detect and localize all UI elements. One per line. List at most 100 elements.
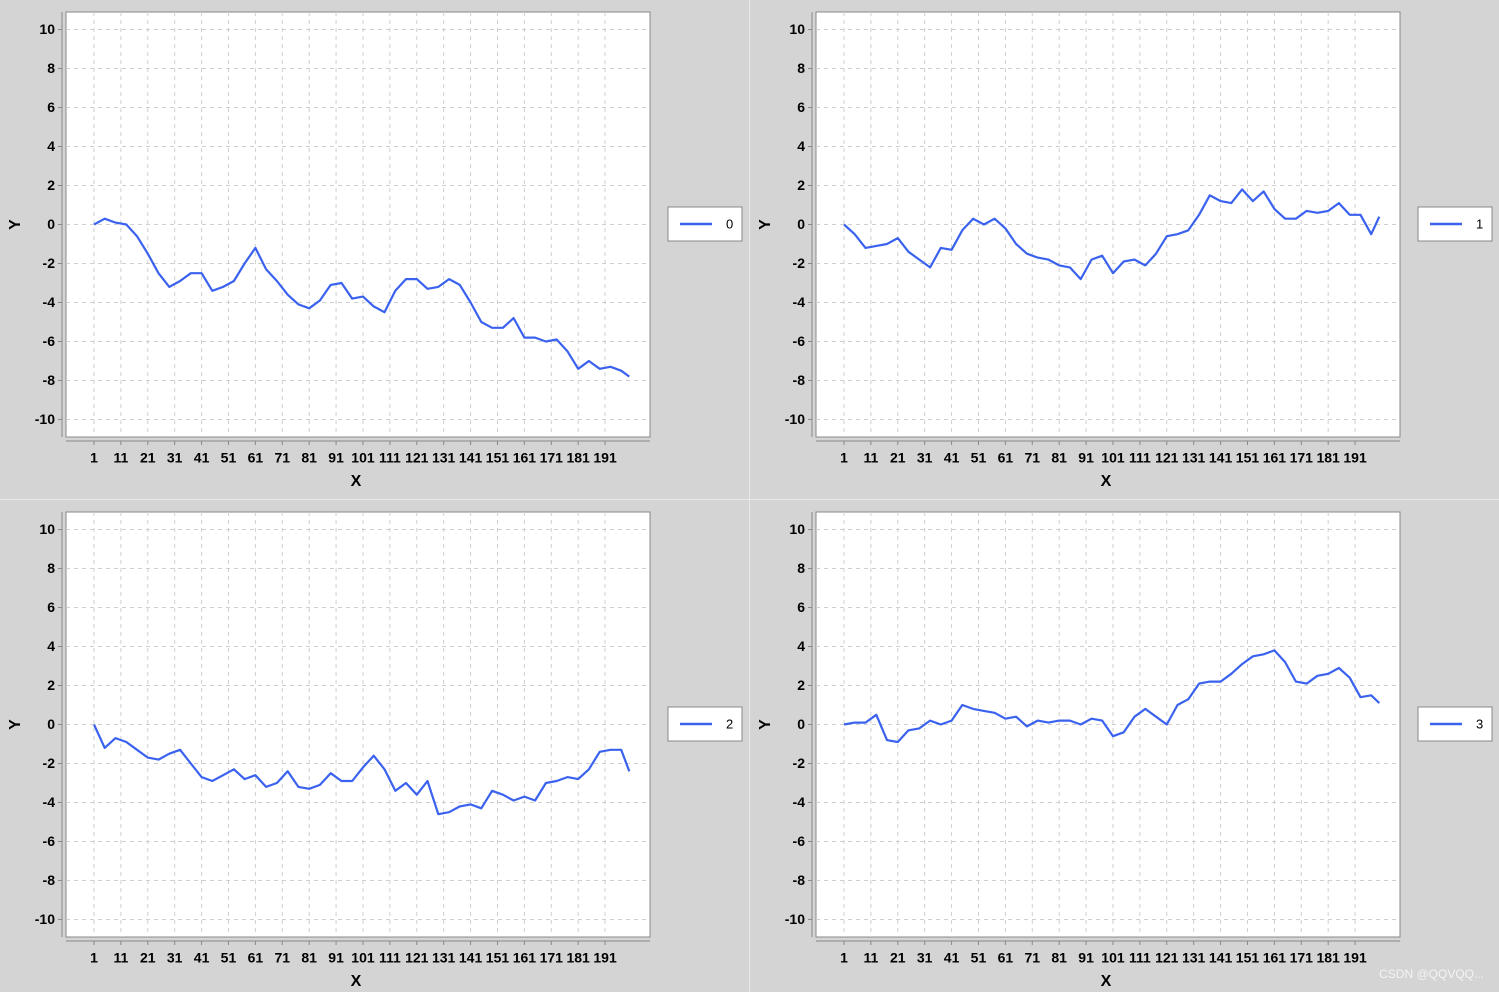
x-tick-label: 81 xyxy=(301,450,317,466)
x-tick-label: 81 xyxy=(1051,450,1067,466)
x-tick-label: 111 xyxy=(1129,950,1151,966)
y-tick-label: -4 xyxy=(793,794,806,810)
x-tick-label: 191 xyxy=(1343,950,1367,966)
x-tick-label: 171 xyxy=(1290,950,1314,966)
x-tick-label: 1 xyxy=(840,450,848,466)
y-tick-label: 10 xyxy=(39,521,55,537)
y-tick-label: -4 xyxy=(793,294,806,310)
x-tick-label: 141 xyxy=(1209,450,1233,466)
x-tick-label: 91 xyxy=(328,450,344,466)
y-tick-label: 4 xyxy=(47,638,55,654)
y-tick-label: 6 xyxy=(47,599,55,615)
x-tick-label: 31 xyxy=(917,450,933,466)
x-tick-label: 91 xyxy=(1078,450,1094,466)
y-tick-label: 8 xyxy=(797,560,805,576)
x-tick-label: 161 xyxy=(1263,950,1287,966)
x-tick-label: 31 xyxy=(167,950,183,966)
x-tick-label: 141 xyxy=(459,450,483,466)
y-tick-label: -6 xyxy=(43,333,56,349)
y-tick-label: 10 xyxy=(789,521,805,537)
y-tick-label: -8 xyxy=(43,872,56,888)
x-tick-label: 81 xyxy=(1051,950,1067,966)
y-axis-label: Y xyxy=(757,219,774,230)
x-tick-label: 121 xyxy=(1155,950,1179,966)
x-tick-label: 11 xyxy=(863,450,878,466)
x-tick-label: 11 xyxy=(113,950,128,966)
x-tick-label: 31 xyxy=(917,950,933,966)
y-tick-label: 8 xyxy=(797,60,805,76)
x-tick-label: 101 xyxy=(351,450,375,466)
y-tick-label: -2 xyxy=(793,755,806,771)
x-tick-label: 21 xyxy=(890,450,906,466)
x-tick-label: 1 xyxy=(90,450,98,466)
x-tick-label: 161 xyxy=(1263,450,1287,466)
x-tick-label: 41 xyxy=(194,450,210,466)
y-tick-label: -8 xyxy=(793,872,806,888)
x-tick-label: 181 xyxy=(566,950,590,966)
y-tick-label: -8 xyxy=(793,372,806,388)
x-tick-label: 151 xyxy=(486,950,510,966)
x-tick-label: 101 xyxy=(351,950,375,966)
x-tick-label: 181 xyxy=(566,450,590,466)
y-tick-label: 0 xyxy=(797,216,805,232)
x-tick-label: 151 xyxy=(1236,950,1260,966)
y-tick-label: 4 xyxy=(797,138,805,154)
legend-label: 1 xyxy=(1476,216,1483,231)
y-tick-label: -6 xyxy=(793,333,806,349)
x-tick-label: 191 xyxy=(593,450,617,466)
y-tick-label: 0 xyxy=(797,716,805,732)
y-tick-label: 2 xyxy=(47,177,55,193)
y-tick-label: 0 xyxy=(47,216,55,232)
y-tick-label: 8 xyxy=(47,560,55,576)
x-tick-label: 61 xyxy=(248,950,264,966)
x-axis-label: X xyxy=(351,473,362,490)
x-tick-label: 21 xyxy=(890,950,906,966)
x-tick-label: 191 xyxy=(1343,450,1367,466)
x-axis-label: X xyxy=(1101,973,1112,990)
x-tick-label: 11 xyxy=(863,950,878,966)
x-tick-label: 131 xyxy=(432,950,456,966)
x-tick-label: 101 xyxy=(1101,950,1125,966)
legend-label: 2 xyxy=(726,716,733,731)
series-line xyxy=(93,217,630,378)
x-tick-label: 71 xyxy=(274,950,290,966)
x-tick-label: 41 xyxy=(944,950,960,966)
x-tick-label: 21 xyxy=(140,950,156,966)
x-tick-label: 11 xyxy=(113,450,128,466)
x-tick-label: 91 xyxy=(328,950,344,966)
x-tick-label: 121 xyxy=(405,450,429,466)
x-tick-label: 171 xyxy=(540,950,564,966)
y-tick-label: -2 xyxy=(793,255,806,271)
x-tick-label: 111 xyxy=(379,950,401,966)
x-tick-label: 111 xyxy=(379,450,401,466)
y-tick-label: -2 xyxy=(43,755,56,771)
legend-label: 0 xyxy=(726,216,733,231)
x-tick-label: 61 xyxy=(998,950,1014,966)
x-axis-label: X xyxy=(1101,473,1112,490)
x-tick-label: 51 xyxy=(221,450,237,466)
y-tick-label: 4 xyxy=(47,138,55,154)
x-tick-label: 51 xyxy=(221,950,237,966)
x-tick-label: 61 xyxy=(998,450,1014,466)
y-tick-label: -10 xyxy=(35,411,55,427)
y-tick-label: -10 xyxy=(785,411,805,427)
series-line xyxy=(92,724,631,816)
x-tick-label: 21 xyxy=(140,450,156,466)
x-tick-label: 71 xyxy=(1024,450,1040,466)
legend-label: 3 xyxy=(1476,716,1483,731)
y-tick-label: 8 xyxy=(47,60,55,76)
y-tick-label: 10 xyxy=(39,21,55,37)
x-tick-label: 91 xyxy=(1078,950,1094,966)
y-tick-label: -2 xyxy=(43,255,56,271)
watermark: CSDN @QQVQQ... xyxy=(1379,967,1484,981)
x-tick-label: 41 xyxy=(944,450,960,466)
x-tick-label: 41 xyxy=(194,950,210,966)
y-tick-label: -6 xyxy=(793,833,806,849)
x-tick-label: 71 xyxy=(274,450,290,466)
y-axis-label: Y xyxy=(7,719,24,730)
x-tick-label: 61 xyxy=(248,450,264,466)
y-tick-label: 2 xyxy=(47,677,55,693)
